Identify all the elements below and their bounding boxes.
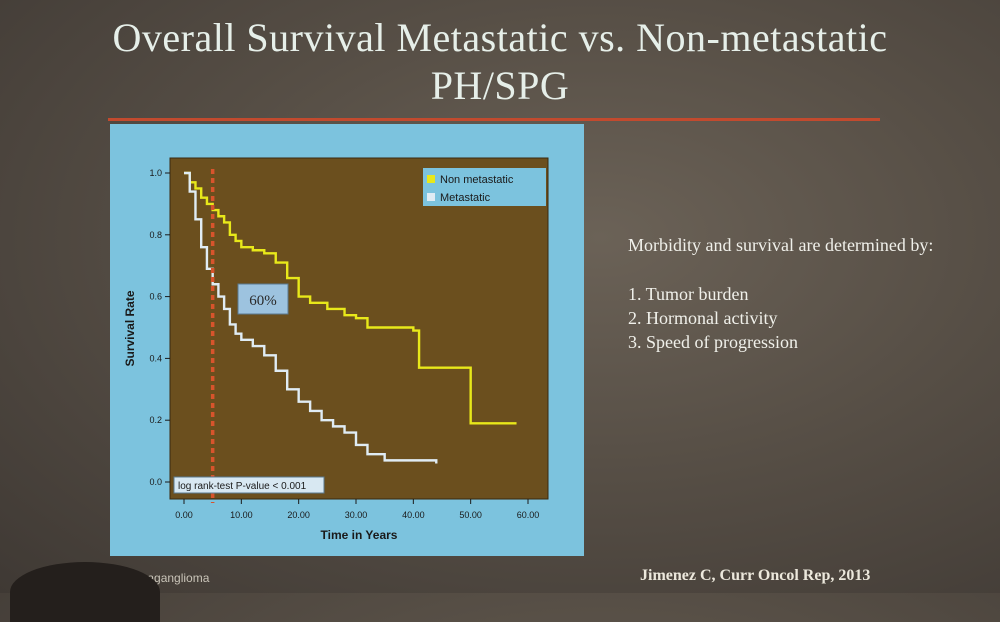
legend-label: Non metastatic (440, 174, 514, 186)
slide-title-line1: Overall Survival Metastatic vs. Non-meta… (112, 15, 888, 60)
x-tick-label: 10.00 (230, 510, 253, 520)
survival-chart: 0.0 0.2 0.4 0.6 0.8 1.0 0.00 10.00 20.00 30.00 40.… (123, 157, 549, 542)
y-tick-label: 0.2 (149, 415, 162, 425)
x-tick-label: 50.00 (459, 510, 482, 520)
y-tick-label: 0.8 (149, 230, 162, 240)
factor-item-3: 3. Speed of progression (628, 332, 798, 352)
factor-item-1: 1. Tumor burden (628, 284, 749, 304)
legend-label: Metastatic (440, 192, 491, 204)
non-metastatic-curve (184, 171, 517, 425)
y-axis-label: Survival Rate (123, 290, 137, 366)
factor-item-2: 2. Hormonal activity (628, 308, 778, 328)
pvalue-box (173, 476, 325, 494)
x-tick-label: 30.00 (345, 510, 368, 520)
citation: Jimenez C, Curr Oncol Rep, 2013 (640, 567, 871, 584)
survival-chart-panel: 0.0 0.2 0.4 0.6 0.8 1.0 0.00 10.00 20.00 30.00 40.… (110, 124, 584, 556)
side-heading: Morbidity and survival are determined by… (628, 235, 934, 255)
plot-area (169, 157, 549, 500)
pvalue-label: log rank-test P-value < 0.001 (178, 481, 307, 492)
y-tick-label: 1.0 (149, 168, 162, 178)
legend-swatch (427, 175, 435, 183)
legend-box (423, 168, 546, 206)
audience-head-silhouette (10, 562, 160, 622)
annotation-box (237, 283, 289, 315)
annotation-label: 60% (249, 293, 277, 309)
x-tick-label: 40.00 (402, 510, 425, 520)
x-tick-label: 20.00 (287, 510, 310, 520)
slide-title-line2: PH/SPG (430, 63, 570, 108)
y-tick-label: 0.6 (149, 292, 162, 302)
legend-swatch (427, 193, 435, 201)
x-tick-label: 0.00 (175, 510, 193, 520)
title-divider (108, 118, 880, 121)
metastatic-curve (184, 171, 438, 464)
x-tick-label: 60.00 (517, 510, 540, 520)
y-tick-label: 0.0 (149, 477, 162, 487)
slide-title: Overall Survival Metastatic vs. Non-meta… (0, 14, 1000, 110)
y-tick-label: 0.4 (149, 353, 162, 363)
x-axis-label: Time in Years (321, 528, 398, 542)
side-text-block: Morbidity and survival are determined by… (628, 234, 958, 354)
factor-list: 1. Tumor burden 2. Hormonal activity 3. … (628, 282, 958, 354)
